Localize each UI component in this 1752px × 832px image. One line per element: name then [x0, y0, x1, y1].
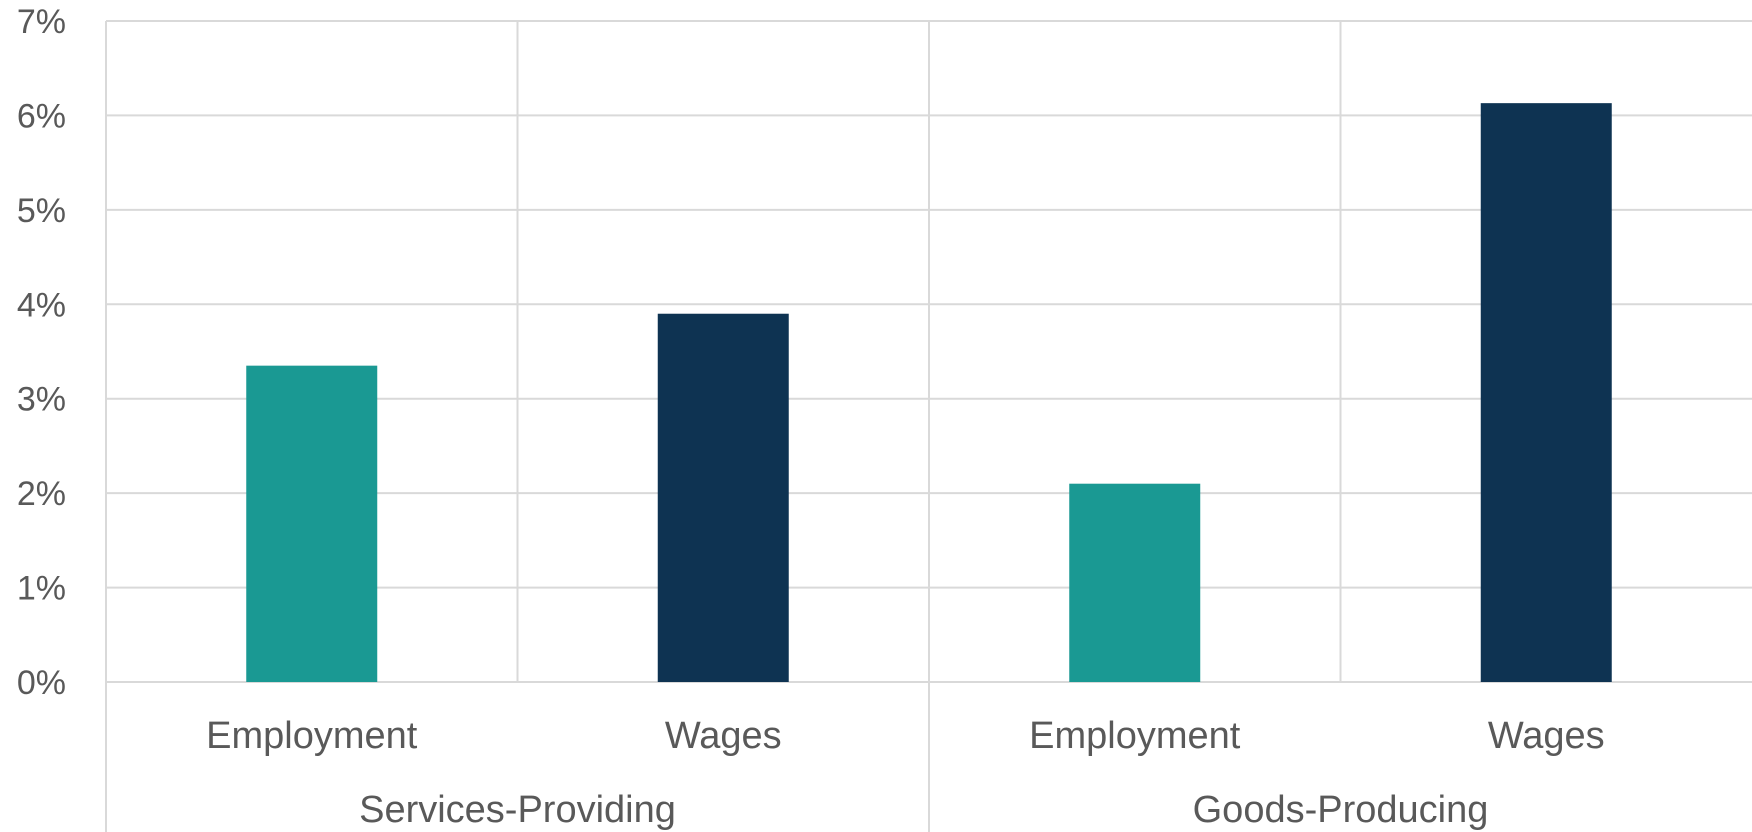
y-tick-label: 7% [17, 3, 66, 41]
x-category-label: Wages [665, 715, 782, 757]
x-group-label: Goods-Producing [1193, 789, 1489, 831]
gridlines [105, 20, 1752, 832]
y-tick-label: 3% [17, 381, 66, 419]
x-category-label: Employment [1029, 715, 1241, 757]
bar-wages [1480, 103, 1612, 683]
x-group-label: Services-Providing [359, 789, 676, 831]
x-category-label: Wages [1488, 715, 1605, 757]
bar-employment [246, 365, 378, 682]
x-axis-categories: Employment Wages Employment Wages [206, 715, 1605, 757]
bar-employment [1069, 483, 1201, 682]
y-tick-label: 5% [17, 192, 66, 230]
x-category-label: Employment [206, 715, 418, 757]
bars [246, 103, 1612, 683]
y-tick-label: 0% [17, 664, 66, 702]
y-tick-label: 4% [17, 286, 66, 324]
bar-wages [657, 313, 789, 682]
x-axis-groups: Services-Providing Goods-Producing [359, 789, 1488, 831]
y-tick-label: 2% [17, 475, 66, 513]
y-tick-label: 1% [17, 570, 66, 608]
y-tick-label: 6% [17, 97, 66, 135]
y-axis-ticks: 0% 1% 2% 3% 4% 5% 6% 7% [17, 3, 66, 702]
